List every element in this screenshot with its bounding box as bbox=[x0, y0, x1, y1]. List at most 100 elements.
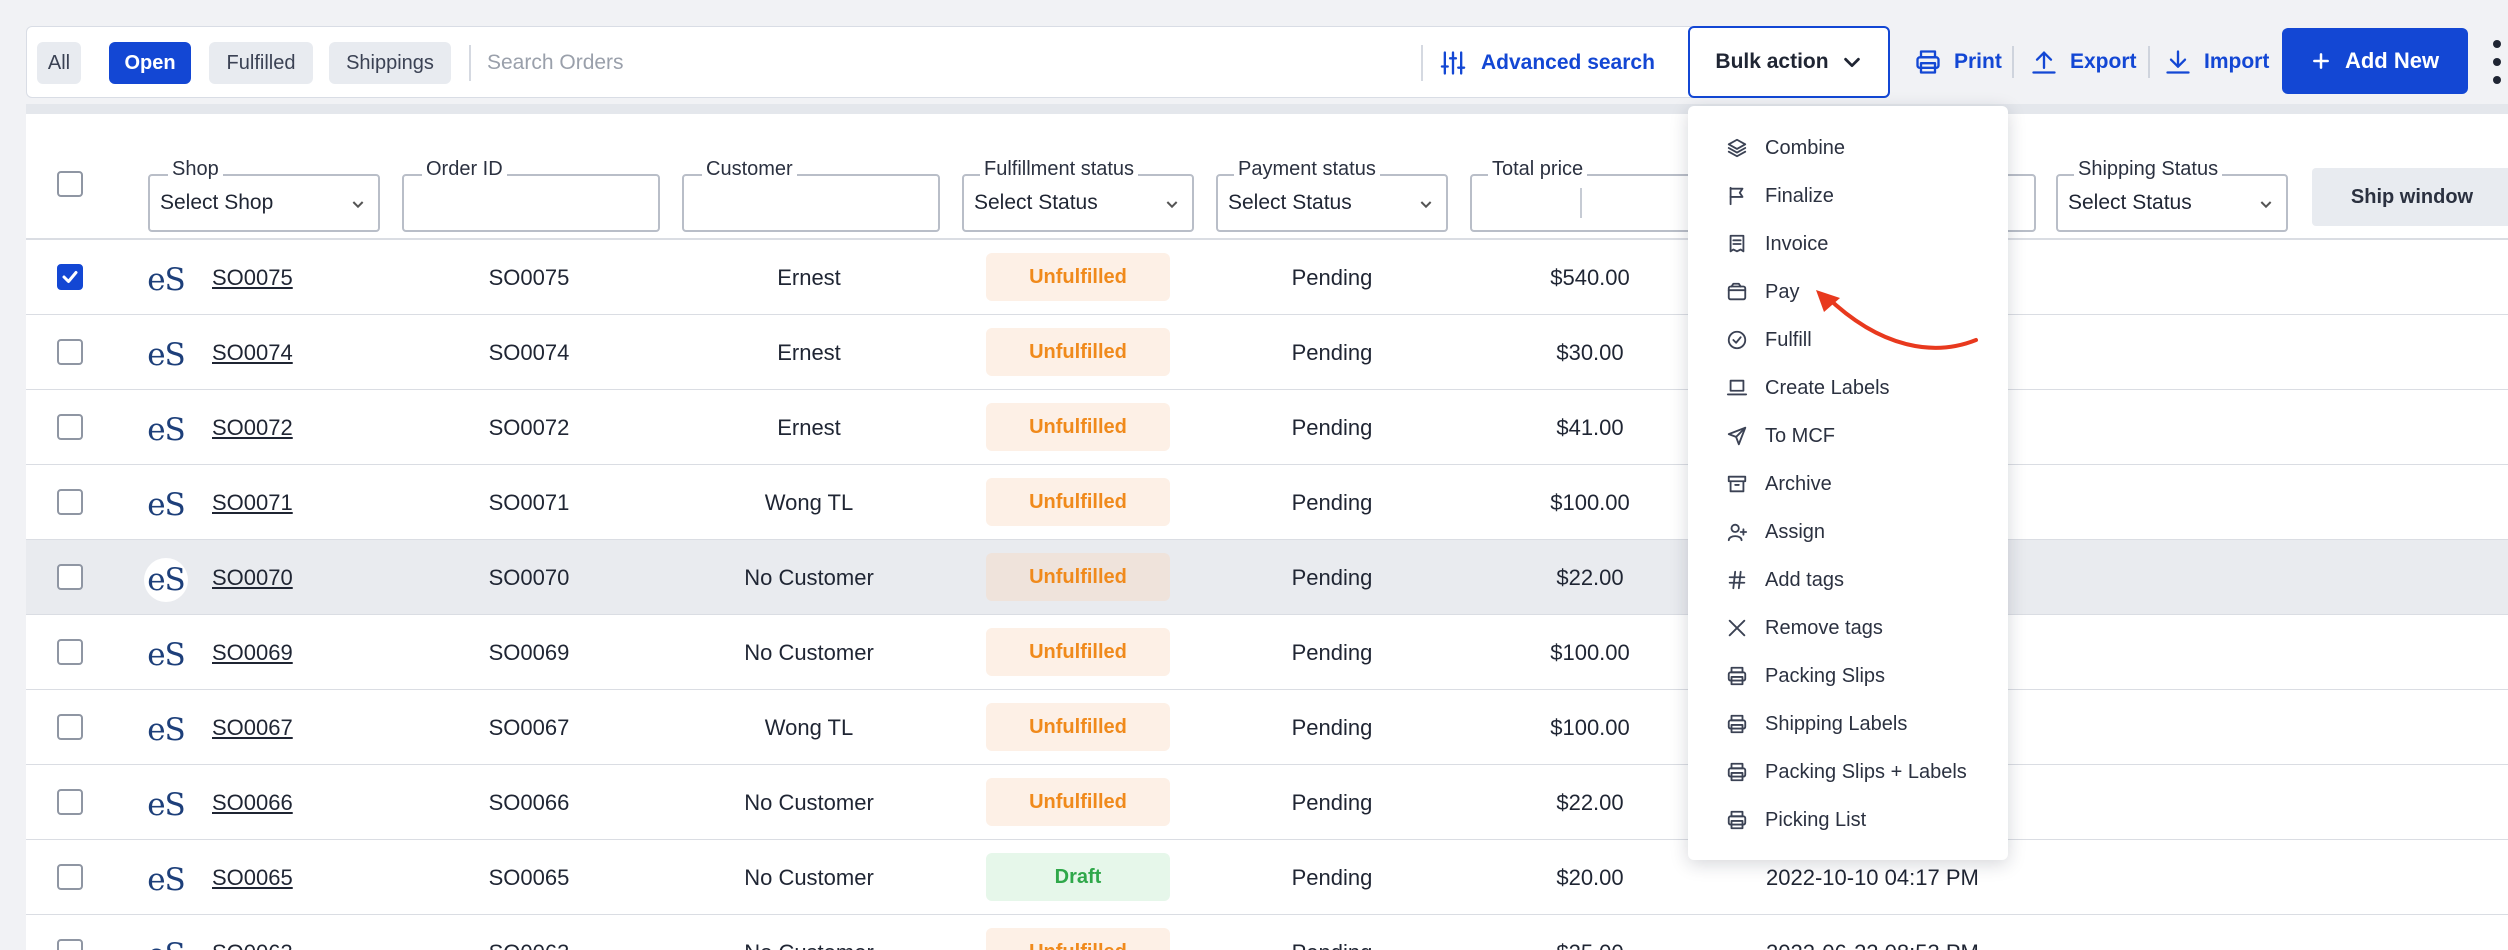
date-cell: 2022-06-22 08:53 PM bbox=[1766, 915, 2066, 950]
more-options-icon[interactable] bbox=[2492, 40, 2502, 84]
menu-item-fulfill[interactable]: Fulfill bbox=[1688, 316, 2008, 364]
menu-item-packing-slips-labels[interactable]: Packing Slips + Labels bbox=[1688, 748, 2008, 796]
payment-status-select[interactable]: Select Status bbox=[1216, 174, 1448, 232]
total-price-cell: $25.00 bbox=[1470, 915, 1710, 950]
customer-filter-input[interactable] bbox=[682, 174, 940, 232]
upload-icon bbox=[2032, 51, 2056, 74]
row-checkbox[interactable] bbox=[57, 489, 83, 515]
menu-item-combine[interactable]: Combine bbox=[1688, 124, 2008, 172]
shipping-filter-value: Select Status bbox=[2068, 191, 2192, 214]
menu-item-label: Packing Slips bbox=[1765, 664, 1886, 687]
menu-item-invoice[interactable]: Invoice bbox=[1688, 220, 2008, 268]
order-link[interactable]: SO0075 bbox=[212, 264, 293, 290]
menu-item-packing-slips[interactable]: Packing Slips bbox=[1688, 652, 2008, 700]
printer-icon bbox=[1727, 810, 1747, 830]
chevron-down-icon bbox=[2260, 201, 2272, 209]
bulk-action-button[interactable]: Bulk action bbox=[1688, 26, 1890, 98]
menu-item-pay[interactable]: Pay bbox=[1688, 268, 2008, 316]
order-id-filter-input[interactable] bbox=[402, 174, 660, 232]
select-all-checkbox[interactable] bbox=[57, 171, 83, 197]
order-link[interactable]: SO0070 bbox=[212, 564, 293, 590]
row-checkbox[interactable] bbox=[57, 714, 83, 740]
order-link[interactable]: SO0072 bbox=[212, 414, 293, 440]
total-price-filter[interactable] bbox=[1470, 174, 1710, 232]
add-new-button[interactable]: Add New bbox=[2282, 28, 2468, 94]
row-checkbox[interactable] bbox=[57, 789, 83, 815]
customer-cell: No Customer bbox=[744, 789, 874, 815]
menu-item-to-mcf[interactable]: To MCF bbox=[1688, 412, 2008, 460]
menu-item-label: Assign bbox=[1765, 520, 1826, 543]
menu-item-label: Remove tags bbox=[1765, 616, 1883, 639]
filter-tab-open[interactable]: Open bbox=[109, 42, 191, 84]
menu-item-archive[interactable]: Archive bbox=[1688, 460, 2008, 508]
filter-header-row: Select Shop Shop Order ID Customer Selec… bbox=[26, 124, 2508, 240]
fulfillment-status-badge: Unfulfilled bbox=[986, 328, 1170, 376]
menu-item-label: Packing Slips + Labels bbox=[1765, 760, 1967, 783]
printer-icon bbox=[1727, 714, 1747, 734]
order-link[interactable]: SO0071 bbox=[212, 489, 293, 515]
customer-cell: No Customer bbox=[744, 864, 874, 890]
download-icon bbox=[2166, 50, 2190, 74]
row-checkbox[interactable] bbox=[57, 564, 83, 590]
row-checkbox[interactable] bbox=[57, 414, 83, 440]
menu-item-label: Add tags bbox=[1765, 568, 1844, 591]
menu-item-add-tags[interactable]: Add tags bbox=[1688, 556, 2008, 604]
menu-item-assign[interactable]: Assign bbox=[1688, 508, 2008, 556]
bulk-action-menu: Combine Finalize Invoice Pay Fulfill Create L… bbox=[1688, 106, 2008, 860]
table-row[interactable]: eS SO0070 SO0070 No Customer Unfulfilled Pend… bbox=[26, 540, 2508, 615]
table-row[interactable]: eS SO0074 SO0074 Ernest Unfulfilled Pending $3… bbox=[26, 315, 2508, 390]
fulfillment-status-select[interactable]: Select Status bbox=[962, 174, 1194, 232]
fulfillment-status-badge: Draft bbox=[986, 853, 1170, 901]
order-link[interactable]: SO0065 bbox=[212, 864, 293, 890]
print-button[interactable]: Print bbox=[1914, 44, 2002, 80]
table-row[interactable]: eS SO0075 SO0075 Ernest Unfulfilled Pending $5… bbox=[26, 240, 2508, 315]
row-checkbox[interactable] bbox=[57, 864, 83, 890]
table-row[interactable]: eS SO0072 SO0072 Ernest Unfulfilled Pending $4… bbox=[26, 390, 2508, 465]
row-checkbox[interactable] bbox=[57, 264, 83, 290]
table-row[interactable]: eS SO0071 SO0071 Wong TL Unfulfilled Pending $… bbox=[26, 465, 2508, 540]
menu-item-picking-list[interactable]: Picking List bbox=[1688, 796, 2008, 844]
table-row[interactable]: eS SO0069 SO0069 No Customer Unfulfilled Pend… bbox=[26, 615, 2508, 690]
table-row[interactable]: eS SO0065 SO0065 No Customer Draft Pending $20… bbox=[26, 840, 2508, 915]
payment-filter-value: Select Status bbox=[1228, 191, 1352, 214]
import-button[interactable]: Import bbox=[2164, 44, 2269, 80]
toolbar-divider bbox=[1421, 45, 1423, 81]
order-link[interactable]: SO0066 bbox=[212, 789, 293, 815]
filter-tab-shippings[interactable]: Shippings bbox=[329, 42, 451, 84]
shop-logo-icon: eS bbox=[144, 933, 188, 950]
shop-filter-select[interactable]: Select Shop bbox=[148, 174, 380, 232]
search-orders-input[interactable] bbox=[487, 40, 1437, 86]
payment-status-cell: Pending bbox=[1291, 639, 1373, 665]
menu-item-remove-tags[interactable]: Remove tags bbox=[1688, 604, 2008, 652]
row-checkbox[interactable] bbox=[57, 339, 83, 365]
row-checkbox[interactable] bbox=[57, 639, 83, 665]
filter-tab-fulfilled[interactable]: Fulfilled bbox=[209, 42, 313, 84]
row-checkbox[interactable] bbox=[57, 939, 83, 950]
menu-item-label: Finalize bbox=[1765, 184, 1834, 207]
payment-status-cell: Pending bbox=[1291, 489, 1373, 515]
total-price-cell: $30.00 bbox=[1556, 339, 1624, 365]
filter-tab-all[interactable]: All bbox=[37, 42, 81, 84]
add-new-label: Add New bbox=[2344, 48, 2440, 73]
payment-status-cell: Pending bbox=[1291, 339, 1373, 365]
advanced-search-label: Advanced search bbox=[1481, 51, 1655, 74]
ship-window-button[interactable]: Ship window bbox=[2312, 168, 2508, 226]
menu-item-finalize[interactable]: Finalize bbox=[1688, 172, 2008, 220]
export-label: Export bbox=[2070, 50, 2137, 73]
menu-item-label: Invoice bbox=[1765, 232, 1829, 255]
advanced-search-button[interactable]: Advanced search bbox=[1439, 47, 1655, 79]
menu-item-shipping-labels[interactable]: Shipping Labels bbox=[1688, 700, 2008, 748]
order-link[interactable]: SO0074 bbox=[212, 339, 293, 365]
table-row[interactable]: eS SO0067 SO0067 Wong TL Unfulfilled Pending $… bbox=[26, 690, 2508, 765]
export-button[interactable]: Export bbox=[2030, 44, 2137, 80]
order-link[interactable]: SO0063 bbox=[212, 915, 293, 950]
order-link[interactable]: SO0067 bbox=[212, 714, 293, 740]
table-row[interactable]: eS SO0066 SO0066 No Customer Unfulfilled Pend… bbox=[26, 765, 2508, 840]
payment-status-cell: Pending bbox=[1212, 915, 1452, 950]
shipping-status-select[interactable]: Select Status bbox=[2056, 174, 2288, 232]
table-row[interactable]: eS SO0063 SO0063 No Customer Unfulfilled Pend… bbox=[26, 915, 2508, 950]
menu-item-create-labels[interactable]: Create Labels bbox=[1688, 364, 2008, 412]
order-link[interactable]: SO0069 bbox=[212, 639, 293, 665]
date-cell: 2022-10-10 04:17 PM bbox=[1766, 864, 1979, 890]
shop-logo-icon: eS bbox=[147, 787, 186, 823]
